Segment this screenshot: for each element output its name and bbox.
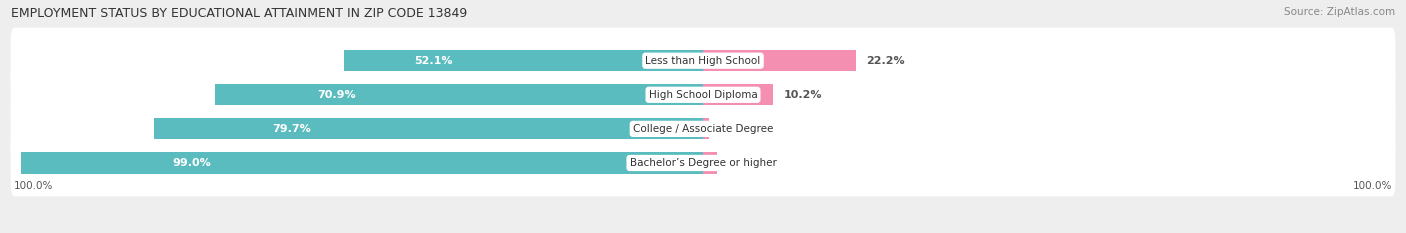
Text: 2.1%: 2.1%	[728, 158, 759, 168]
Bar	[703, 84, 773, 105]
Text: College / Associate Degree: College / Associate Degree	[633, 124, 773, 134]
FancyBboxPatch shape	[11, 28, 1395, 94]
Text: High School Diploma: High School Diploma	[648, 90, 758, 100]
Bar	[344, 50, 703, 71]
Bar	[703, 50, 856, 71]
Text: 52.1%: 52.1%	[415, 56, 453, 66]
Text: EMPLOYMENT STATUS BY EDUCATIONAL ATTAINMENT IN ZIP CODE 13849: EMPLOYMENT STATUS BY EDUCATIONAL ATTAINM…	[11, 7, 468, 20]
FancyBboxPatch shape	[11, 130, 1395, 196]
Text: 10.2%: 10.2%	[783, 90, 823, 100]
Bar	[215, 84, 703, 105]
Text: Source: ZipAtlas.com: Source: ZipAtlas.com	[1284, 7, 1395, 17]
Bar	[703, 118, 709, 140]
Text: Less than High School: Less than High School	[645, 56, 761, 66]
Text: 99.0%: 99.0%	[172, 158, 211, 168]
Text: 100.0%: 100.0%	[14, 181, 53, 191]
FancyBboxPatch shape	[11, 96, 1395, 162]
Text: 100.0%: 100.0%	[1353, 181, 1392, 191]
Bar	[153, 118, 703, 140]
Text: 22.2%: 22.2%	[866, 56, 905, 66]
Text: 70.9%: 70.9%	[318, 90, 356, 100]
Text: 0.8%: 0.8%	[718, 124, 749, 134]
Text: Bachelor’s Degree or higher: Bachelor’s Degree or higher	[630, 158, 776, 168]
FancyBboxPatch shape	[11, 62, 1395, 128]
Bar	[21, 152, 703, 174]
Bar	[703, 152, 717, 174]
Text: 79.7%: 79.7%	[271, 124, 311, 134]
